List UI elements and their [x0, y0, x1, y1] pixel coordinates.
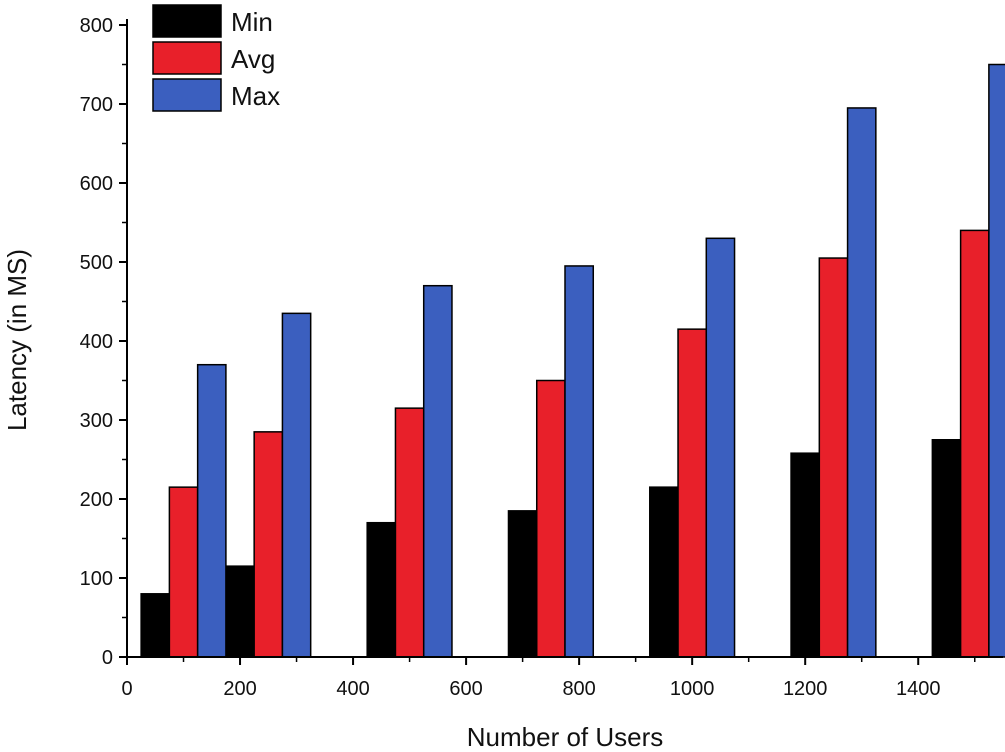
x-tick-label-0: 0 — [121, 678, 132, 700]
legend-swatch-avg — [152, 41, 222, 75]
ticks-layer: 0 100 200 300 400 500 600 700 800 0 200 400 600 800 10… — [80, 15, 976, 700]
bar-min-1000 — [649, 486, 679, 658]
legend-label-min: Min — [231, 7, 273, 37]
bar-min-750 — [507, 510, 538, 658]
bar-max-100 — [196, 363, 227, 658]
x-tick-label-200: 200 — [223, 678, 256, 700]
x-tick-label-800: 800 — [562, 678, 595, 700]
bar-max-250 — [281, 312, 312, 658]
bar-avg-1000 — [677, 328, 708, 658]
bar-max-500 — [422, 284, 453, 658]
y-tick-label-100: 100 — [80, 568, 113, 590]
x-tick-label-600: 600 — [449, 678, 482, 700]
y-tick-label-200: 200 — [80, 489, 113, 511]
bar-min-1250 — [790, 452, 821, 658]
bar-min-100 — [140, 593, 171, 658]
bar-avg-500 — [394, 407, 425, 658]
bars-layer — [140, 63, 1005, 658]
bar-max-750 — [564, 265, 595, 658]
bar-avg-1500 — [959, 229, 990, 658]
bar-max-1500 — [988, 63, 1005, 658]
y-axis-label: Latency (in MS) — [2, 249, 32, 431]
x-tick-label-400: 400 — [336, 678, 369, 700]
legend-swatch-min — [152, 4, 222, 38]
legend-label-max: Max — [231, 81, 280, 111]
y-tick-label-700: 700 — [80, 94, 113, 116]
legend: Min Avg Max — [152, 4, 280, 112]
y-tick-label-0: 0 — [102, 647, 113, 669]
bar-avg-250 — [253, 431, 284, 658]
y-tick-label-800: 800 — [80, 15, 113, 37]
x-tick-label-1000: 1000 — [670, 678, 715, 700]
bar-max-1000 — [705, 237, 736, 658]
bar-avg-1250 — [818, 257, 849, 658]
legend-swatch-max — [152, 78, 222, 112]
y-tick-label-400: 400 — [80, 331, 113, 353]
x-tick-label-1400: 1400 — [896, 678, 941, 700]
bar-min-250 — [225, 565, 255, 658]
bar-min-500 — [366, 521, 397, 658]
y-tick-label-300: 300 — [80, 410, 113, 432]
bar-avg-750 — [535, 379, 566, 658]
x-tick-label-1200: 1200 — [783, 678, 828, 700]
x-axis-label: Number of Users — [467, 722, 664, 752]
y-tick-label-600: 600 — [80, 173, 113, 195]
bar-avg-100 — [168, 486, 199, 658]
axes-layer — [126, 19, 1003, 658]
bar-max-1250 — [846, 107, 877, 658]
bar-min-1500 — [931, 439, 962, 658]
legend-label-avg: Avg — [231, 44, 275, 74]
y-tick-label-500: 500 — [80, 252, 113, 274]
